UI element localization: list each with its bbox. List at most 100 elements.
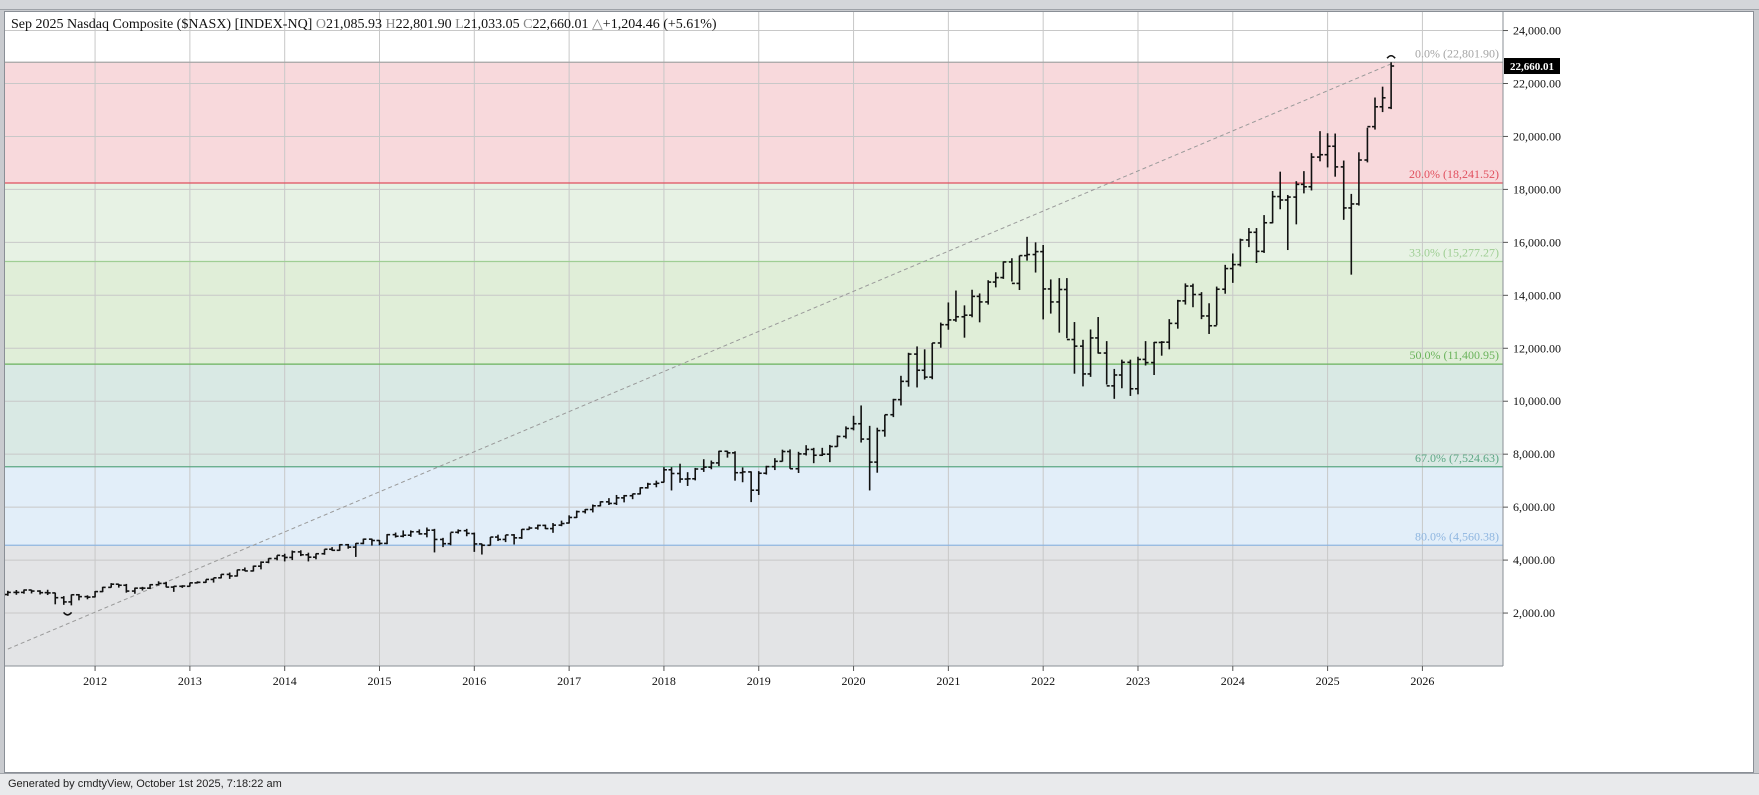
ohlc-bar xyxy=(605,498,612,506)
ohlc-bar xyxy=(1355,152,1362,206)
fib-label-5: 80.0% (4,560.38) xyxy=(1415,529,1499,543)
x-tick-label: 2025 xyxy=(1316,674,1340,688)
ohlc-bar xyxy=(881,413,888,437)
ohlc-bar xyxy=(518,528,525,539)
ohlc-bar xyxy=(226,572,233,579)
ohlc-bar xyxy=(874,427,881,473)
ohlc-bar xyxy=(1127,359,1134,396)
y-tick-label: 2,000.00 xyxy=(1513,606,1555,620)
x-tick-label: 2026 xyxy=(1410,674,1434,688)
x-tick-label: 2016 xyxy=(462,674,486,688)
ohlc-bar xyxy=(297,550,304,557)
ohlc-bar xyxy=(629,493,636,500)
x-tick-label: 2023 xyxy=(1126,674,1150,688)
fib-label-1: 20.0% (18,241.52) xyxy=(1409,167,1499,181)
ohlc-bar xyxy=(961,305,968,338)
ohlc-bar xyxy=(1016,254,1023,291)
ohlc-bar xyxy=(985,280,992,305)
close-label: C xyxy=(523,17,533,32)
ohlc-bar xyxy=(234,569,241,577)
ohlc-bar xyxy=(502,534,509,543)
ohlc-bar xyxy=(202,578,209,584)
y-tick-label: 6,000.00 xyxy=(1513,500,1555,514)
anchor-marker-1 xyxy=(1386,54,1396,59)
ohlc-bar xyxy=(1182,283,1189,305)
ohlc-bar xyxy=(597,501,604,507)
ohlc-bar xyxy=(28,589,35,594)
ohlc-bar xyxy=(1008,258,1015,285)
ohlc-bar xyxy=(440,537,447,548)
ohlc-bar xyxy=(866,425,873,491)
ohlc-bar xyxy=(99,586,106,593)
ohlc-bar xyxy=(5,590,11,596)
ohlc-bar xyxy=(1317,131,1324,162)
y-tick-label: 14,000.00 xyxy=(1513,288,1561,302)
ohlc-bar xyxy=(368,538,375,546)
ohlc-bar xyxy=(582,508,589,514)
ohlc-bar xyxy=(1332,133,1339,177)
fib-label-4: 67.0% (7,524.63) xyxy=(1415,451,1499,465)
ohlc-bar xyxy=(1222,264,1229,294)
ohlc-bar xyxy=(329,547,336,552)
ohlc-bar xyxy=(732,451,739,481)
ohlc-bar xyxy=(945,302,952,330)
ohlc-bar xyxy=(511,534,518,545)
chart-title: Sep 2025 Nasdaq Composite ($NASX) [INDEX… xyxy=(11,17,313,32)
ohlc-bar xyxy=(147,583,154,589)
price-chart[interactable]: 0.0% (22,801.90) 20.0% (18,241.52) 33.0% (… xyxy=(4,11,1754,773)
ohlc-bar xyxy=(795,451,802,473)
ohlc-bar xyxy=(787,449,794,470)
ohlc-bar xyxy=(13,590,20,595)
ohlc-bar xyxy=(550,523,557,533)
ohlc-bar xyxy=(850,415,857,431)
ohlc-bar xyxy=(566,515,573,524)
ohlc-bar xyxy=(155,581,162,586)
footer-bar: Generated by cmdtyView, October 1st 2025… xyxy=(0,773,1759,795)
ohlc-bar xyxy=(75,593,82,601)
window-top-strip xyxy=(0,0,1759,10)
low-label: L xyxy=(455,17,464,32)
ohlc-bar xyxy=(1284,194,1291,251)
high-value: 22,801.90 xyxy=(395,17,452,32)
close-value: 22,660.01 xyxy=(532,17,589,32)
ohlc-bar xyxy=(170,585,177,592)
ohlc-bar xyxy=(37,590,44,595)
ohlc-bar xyxy=(312,552,319,560)
ohlc-bar xyxy=(123,583,130,593)
ohlc-bar xyxy=(1364,125,1371,163)
fib-zone-20-33 xyxy=(5,183,1503,262)
ohlc-bar xyxy=(407,530,414,537)
ohlc-bar xyxy=(763,465,770,475)
y-tick-label: 12,000.00 xyxy=(1513,341,1561,355)
ohlc-bar xyxy=(186,582,193,588)
ohlc-bar xyxy=(779,449,786,463)
fib-label-0: 0.0% (22,801.90) xyxy=(1415,46,1499,60)
ohlc-bar xyxy=(1206,303,1213,334)
ohlc-bar xyxy=(1324,133,1331,168)
ohlc-bar xyxy=(131,587,138,594)
ohlc-bar xyxy=(218,573,225,579)
fib-zone-67-80 xyxy=(5,466,1503,546)
open-label: O xyxy=(315,17,326,32)
ohlc-bar xyxy=(1158,341,1165,356)
x-tick-label: 2012 xyxy=(83,674,107,688)
ohlc-bar xyxy=(842,426,849,439)
change-label: △ xyxy=(592,17,603,32)
fib-zone-below-80 xyxy=(5,545,1503,666)
ohlc-bar xyxy=(210,577,217,583)
y-tick-label: 20,000.00 xyxy=(1513,129,1561,143)
x-tick-label: 2022 xyxy=(1031,674,1055,688)
ohlc-bar xyxy=(826,444,833,463)
ohlc-bar xyxy=(660,467,667,484)
x-tick-label: 2013 xyxy=(178,674,202,688)
ohlc-bar xyxy=(139,586,146,591)
low-value: 21,033.05 xyxy=(463,17,520,32)
generated-by-text: Generated by cmdtyView, October 1st 2025… xyxy=(8,778,282,790)
ohlc-bar xyxy=(905,352,912,387)
ohlc-bar xyxy=(819,447,826,457)
chart-canvas[interactable]: 0.0% (22,801.90) 20.0% (18,241.52) 33.0% (… xyxy=(5,12,1753,772)
y-tick-label: 10,000.00 xyxy=(1513,394,1561,408)
ohlc-bar xyxy=(914,346,921,388)
ohlc-bar xyxy=(44,589,51,596)
